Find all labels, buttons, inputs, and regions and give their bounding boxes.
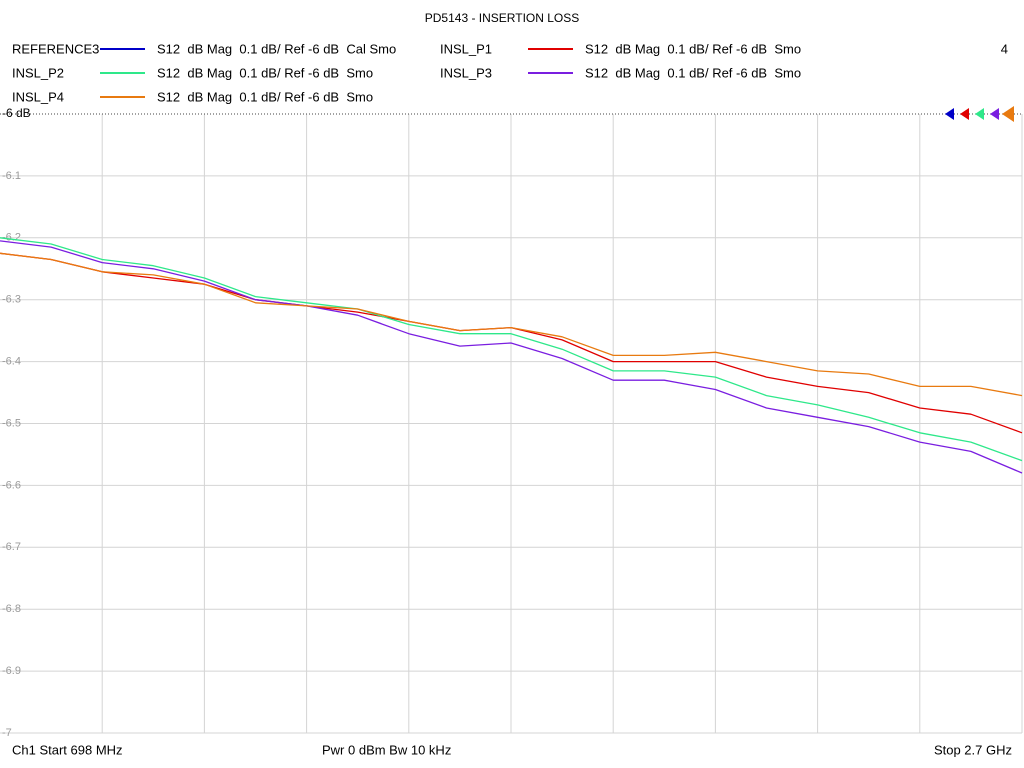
channel-number: 4 xyxy=(1001,41,1008,56)
chart-title: PD5143 - INSERTION LOSS xyxy=(425,11,580,25)
legend-description: S12 dB Mag 0.1 dB/ Ref -6 dB Cal Smo xyxy=(157,41,396,56)
y-tick-label: -6.2 xyxy=(2,232,21,244)
y-tick-label: -6.5 xyxy=(2,417,21,429)
legend-description: S12 dB Mag 0.1 dB/ Ref -6 dB Smo xyxy=(585,65,801,80)
reference-marker xyxy=(990,108,999,120)
trace xyxy=(0,252,1023,397)
y-tick-label: -6.6 xyxy=(2,479,21,491)
legend-name: INSL_P3 xyxy=(440,65,492,80)
stop-label: Stop 2.7 GHz xyxy=(934,742,1012,757)
y-tick-label: -6.9 xyxy=(2,665,21,677)
y-tick-label: -6 dB xyxy=(2,106,31,120)
y-tick-label: -6.4 xyxy=(2,356,21,368)
power-label: Pwr 0 dBm Bw 10 kHz xyxy=(322,742,451,757)
legend-description: S12 dB Mag 0.1 dB/ Ref -6 dB Smo xyxy=(585,41,801,56)
y-tick-label: -7 xyxy=(2,727,12,739)
reference-marker xyxy=(960,108,969,120)
trace xyxy=(0,237,1023,462)
y-tick-label: -6.8 xyxy=(2,603,21,615)
legend-name: INSL_P4 xyxy=(12,89,64,104)
legend-description: S12 dB Mag 0.1 dB/ Ref -6 dB Smo xyxy=(157,65,373,80)
legend-name: INSL_P1 xyxy=(440,41,492,56)
legend-description: S12 dB Mag 0.1 dB/ Ref -6 dB Smo xyxy=(157,89,373,104)
reference-marker xyxy=(1002,106,1014,122)
y-tick-label: -6.1 xyxy=(2,170,21,182)
reference-marker xyxy=(975,108,984,120)
start-label: Ch1 Start 698 MHz xyxy=(12,742,123,757)
legend-name: INSL_P2 xyxy=(12,65,64,80)
trace xyxy=(0,240,1023,474)
y-tick-label: -6.3 xyxy=(2,294,21,306)
y-tick-label: -6.7 xyxy=(2,541,21,553)
legend-name: REFERENCE3 xyxy=(12,41,99,56)
reference-marker xyxy=(945,108,954,120)
